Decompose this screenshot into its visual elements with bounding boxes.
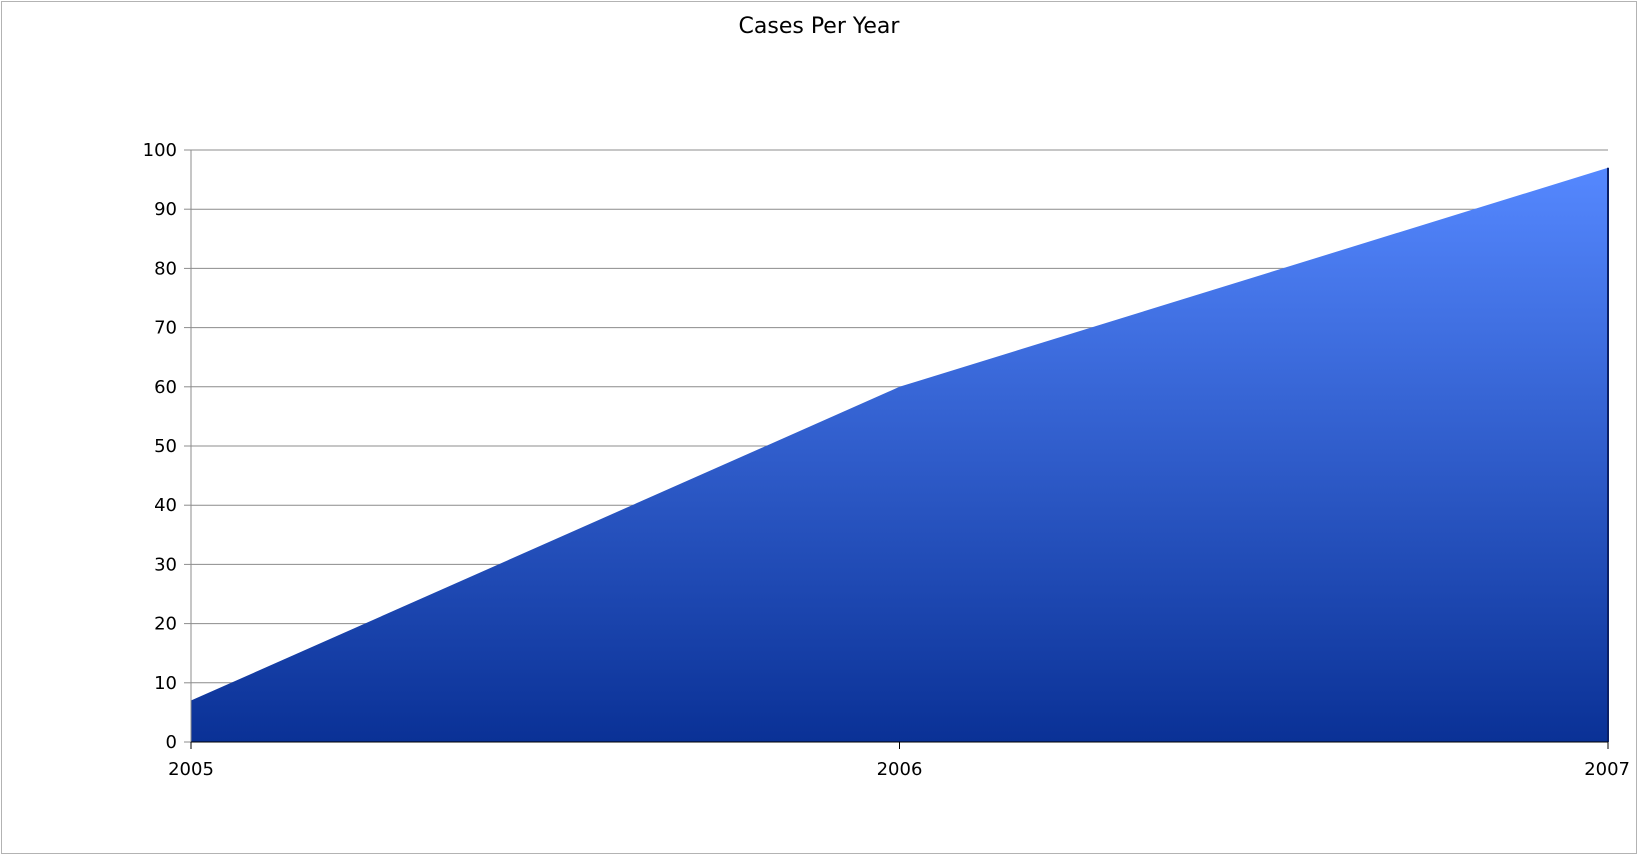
y-tick-label-40: 40 (154, 495, 177, 516)
y-tick-label-90: 90 (154, 199, 177, 220)
x-tick-label-2006: 2006 (877, 759, 923, 780)
y-tick-label-10: 10 (154, 673, 177, 694)
y-tick-label-30: 30 (154, 554, 177, 575)
x-tick-label-2007: 2007 (1584, 759, 1630, 780)
y-tick-label-60: 60 (154, 377, 177, 398)
y-tick-label-70: 70 (154, 318, 177, 339)
series-area (191, 167, 1609, 742)
x-tick-label-2005: 2005 (168, 759, 214, 780)
axes (184, 149, 1609, 749)
y-tick-label-50: 50 (154, 436, 177, 457)
y-tick-label-0: 0 (166, 732, 177, 753)
tick-labels: 0 10 20 30 40 50 60 70 80 90 100 2005 2006 2007 (143, 140, 1630, 780)
y-tick-label-80: 80 (154, 258, 177, 279)
chart-title: Cases Per Year (738, 14, 900, 39)
area-series-0 (191, 167, 1608, 742)
y-tick-label-20: 20 (154, 614, 177, 635)
y-tick-label-100: 100 (143, 140, 177, 161)
